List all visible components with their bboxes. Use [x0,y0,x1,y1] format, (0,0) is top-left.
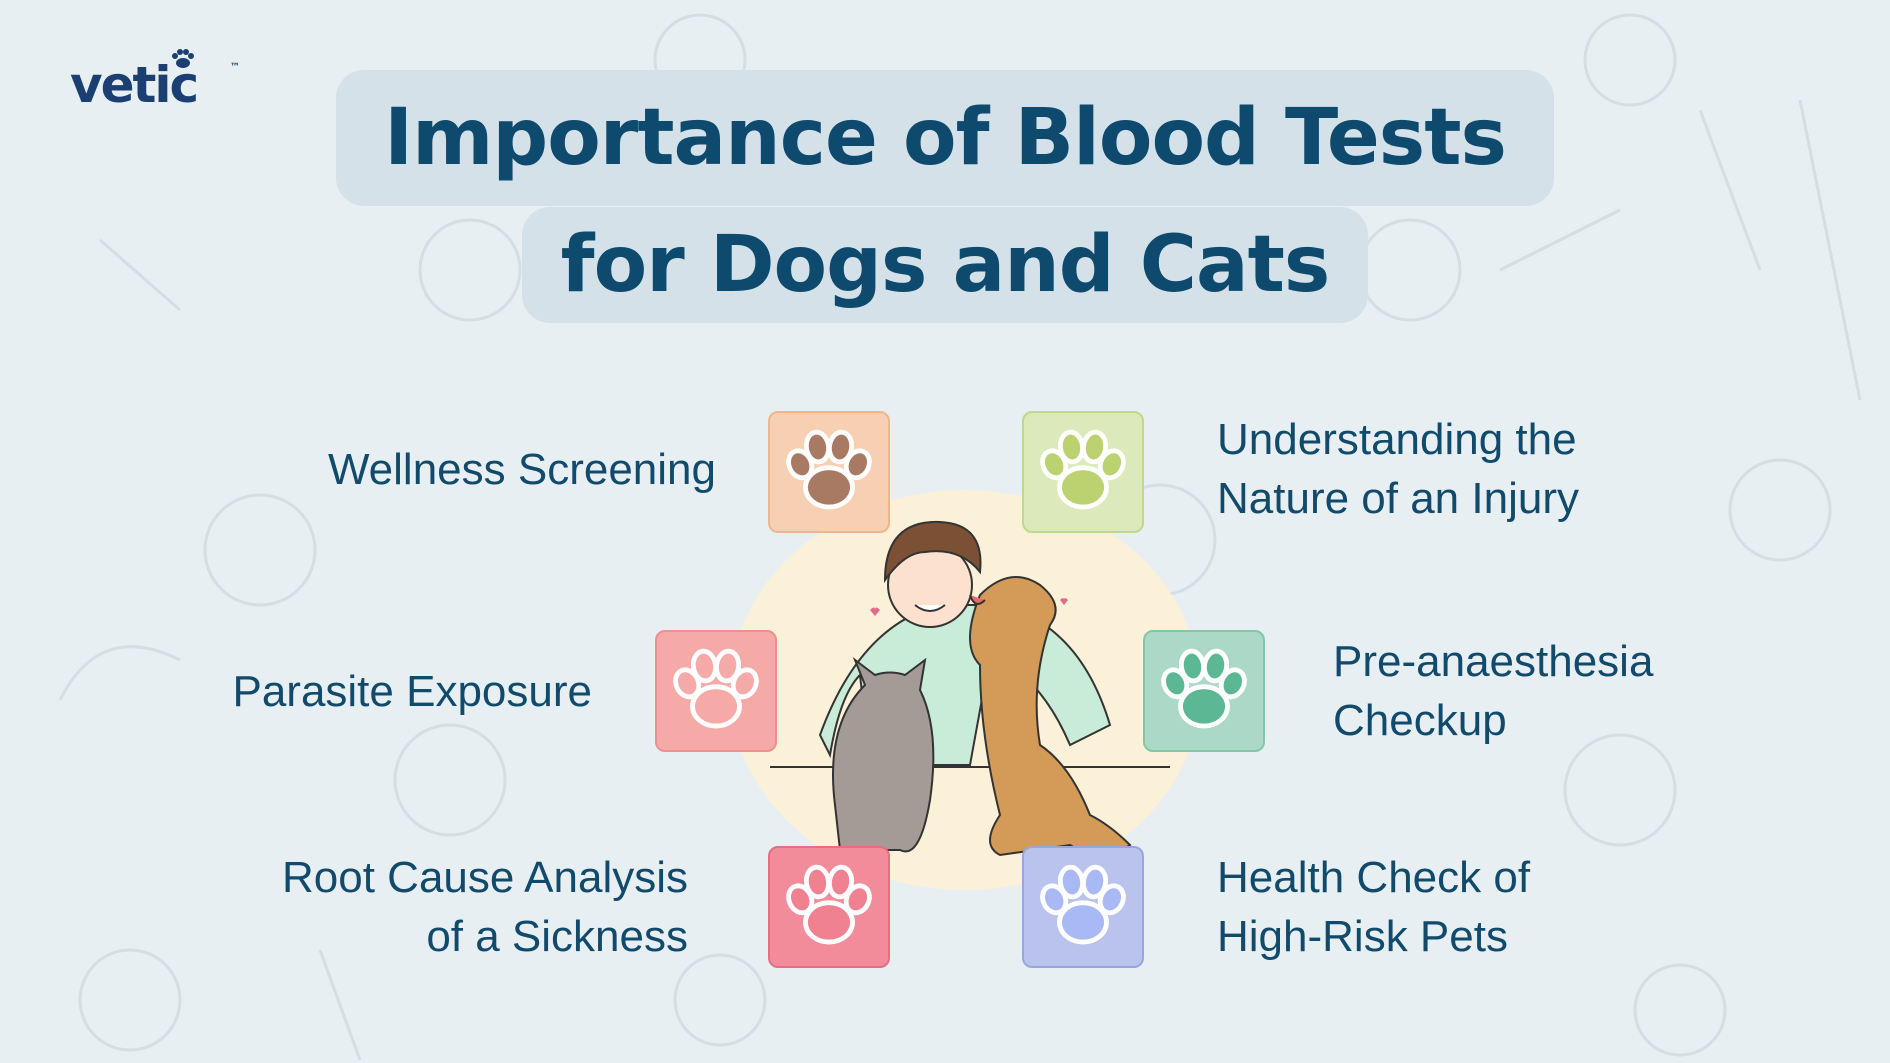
title-line-2-box: for Dogs and Cats [522,207,1368,323]
label-line: High-Risk Pets [1217,912,1508,961]
label-injury-nature: Understanding the Nature of an Injury [1217,410,1579,528]
label-parasite-exposure: Parasite Exposure [232,662,592,721]
label-line: Nature of an Injury [1217,474,1579,523]
pre-anaesthesia-tile [1143,630,1265,752]
high-risk-tile [1022,846,1144,968]
label-line: Pre-anaesthesia [1333,637,1654,686]
paw-icon [1040,429,1126,510]
person-with-dog-and-cat-illustration [770,520,1170,857]
label-line: Parasite Exposure [232,667,592,716]
title-line-1-box: Importance of Blood Tests [336,70,1554,206]
label-root-cause: Root Cause Analysis of a Sickness [282,848,688,966]
parasite-exposure-tile [655,630,777,752]
label-line: Root Cause Analysis [282,853,688,902]
title-line-2: for Dogs and Cats [560,220,1331,310]
wellness-screening-tile [768,411,890,533]
root-cause-tile [768,846,890,968]
paw-icon [1161,648,1247,729]
paw-icon [786,429,872,510]
label-pre-anaesthesia: Pre-anaesthesia Checkup [1333,632,1653,750]
label-high-risk: Health Check of High-Risk Pets [1217,848,1530,966]
paw-icon [1040,864,1126,945]
label-line: Wellness Screening [327,445,716,494]
label-line: Understanding the [1217,415,1577,464]
logo-paw-icon [172,49,194,68]
paw-icon [786,864,872,945]
vetic-logo: vetic ™ [70,44,260,114]
label-line: of a Sickness [426,912,688,961]
label-wellness-screening: Wellness Screening [328,440,716,499]
title-line-1: Importance of Blood Tests [384,93,1507,183]
paw-icon [673,648,759,729]
label-line: Checkup [1333,696,1507,745]
trademark: ™ [230,62,240,73]
label-line: Health Check of [1217,853,1531,902]
injury-nature-tile [1022,411,1144,533]
